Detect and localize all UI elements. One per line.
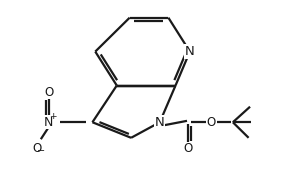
Text: −: − xyxy=(37,146,46,156)
Text: O: O xyxy=(207,116,216,129)
Text: O: O xyxy=(184,142,193,155)
Text: +: + xyxy=(50,111,57,121)
Text: N: N xyxy=(155,116,165,129)
Text: O: O xyxy=(44,86,53,99)
Text: N: N xyxy=(44,116,53,129)
Text: N: N xyxy=(185,45,195,58)
Text: O: O xyxy=(32,142,41,155)
